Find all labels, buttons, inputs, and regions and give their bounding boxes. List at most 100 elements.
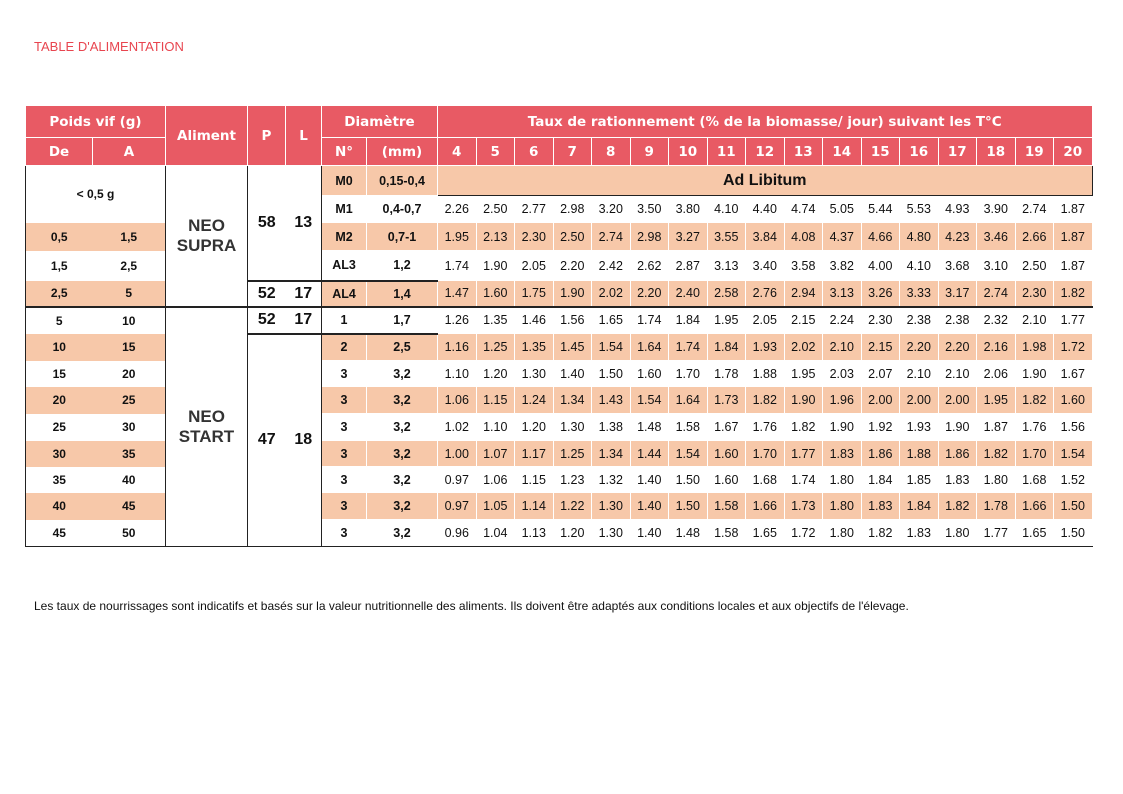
- rate-value: 3.90: [976, 195, 1016, 223]
- rate-value: 1.17: [514, 440, 554, 467]
- header-temp: 17: [937, 137, 977, 166]
- rate-value: 1.58: [706, 519, 746, 547]
- rate-value: 1.95: [706, 305, 746, 334]
- rate-value: 3.50: [629, 195, 669, 223]
- rate-value: 1.20: [475, 360, 515, 387]
- rate-value: 1.20: [552, 519, 592, 547]
- rate-value: 1.77: [783, 440, 823, 467]
- rate-value: 1.46: [514, 305, 554, 334]
- rate-value: 1.30: [591, 492, 631, 520]
- rate-value: 1.47: [437, 280, 477, 307]
- diameter-mm: 0,7-1: [366, 222, 438, 251]
- rate-value: 2.74: [976, 280, 1016, 307]
- rate-value: 5.53: [899, 195, 939, 223]
- rate-value: 3.26: [860, 280, 900, 307]
- header-temp: 12: [745, 137, 785, 166]
- pellet-l: 18: [285, 332, 322, 547]
- header-diametre: Diamètre: [321, 105, 438, 138]
- rate-value: 1.60: [706, 466, 746, 493]
- diameter-mm: 0,15-0,4: [366, 165, 438, 196]
- rate-value: 1.04: [475, 519, 515, 547]
- rate-value: 2.20: [552, 250, 592, 281]
- weight-to: 35: [92, 440, 166, 467]
- rate-value: 1.87: [1053, 195, 1093, 223]
- rate-value: 3.20: [591, 195, 631, 223]
- diameter-no: 3: [321, 413, 367, 441]
- header-a: A: [92, 137, 166, 166]
- rate-value: 1.64: [668, 386, 708, 414]
- rate-value: 1.70: [745, 440, 785, 467]
- table-row: 15 20 3 3,2 1.10 1.20 1.30 1.40 1.50 1.60 1.70 1.78…: [25, 360, 1093, 387]
- rate-value: 1.93: [745, 333, 785, 361]
- rate-value: 1.24: [514, 386, 554, 414]
- rate-value: 1.74: [783, 466, 823, 493]
- rate-value: 2.20: [629, 280, 669, 307]
- rate-value: 1.05: [475, 492, 515, 520]
- rate-value: 4.37: [822, 222, 862, 251]
- rate-value: 2.00: [860, 386, 900, 414]
- rate-value: 1.93: [899, 413, 939, 441]
- rate-value: 1.84: [668, 305, 708, 334]
- rate-value: 2.00: [937, 386, 977, 414]
- page-title: TABLE D'ALIMENTATION: [34, 39, 184, 54]
- diameter-no: M2: [321, 222, 367, 251]
- pellet-p: 52: [247, 279, 286, 307]
- rate-value: 2.94: [783, 280, 823, 307]
- rate-value: 1.77: [1053, 305, 1093, 334]
- header-aliment: Aliment: [165, 105, 248, 166]
- rate-value: 1.10: [437, 360, 477, 387]
- rate-value: 1.40: [552, 360, 592, 387]
- rate-value: 1.52: [1053, 466, 1093, 493]
- rate-value: 1.50: [1053, 519, 1093, 547]
- rate-value: 1.30: [552, 413, 592, 441]
- diameter-mm: 1,7: [366, 305, 438, 334]
- rate-value: 2.30: [1014, 280, 1054, 307]
- header-taux: Taux de rationnement (% de la biomasse/ …: [437, 105, 1093, 138]
- rate-value: 3.80: [668, 195, 708, 223]
- ad-libitum: Ad Libitum: [437, 165, 1093, 196]
- rate-value: 1.96: [822, 386, 862, 414]
- rate-value: 1.20: [514, 413, 554, 441]
- rate-value: 2.66: [1014, 222, 1054, 251]
- rate-value: 1.60: [1053, 386, 1093, 414]
- rate-value: 2.10: [899, 360, 939, 387]
- rate-value: 0.96: [437, 519, 477, 547]
- header-no: N°: [321, 137, 367, 166]
- diameter-no: M0: [321, 165, 367, 196]
- rate-value: 2.50: [552, 222, 592, 251]
- rate-value: 2.98: [629, 222, 669, 251]
- diameter-mm: 2,5: [366, 332, 438, 361]
- header-poids-vif: Poids vif (g): [25, 105, 166, 138]
- rate-value: 1.84: [860, 466, 900, 493]
- rate-value: 2.40: [668, 280, 708, 307]
- rate-value: 1.66: [745, 492, 785, 520]
- rate-value: 3.13: [822, 280, 862, 307]
- rate-value: 5.44: [860, 195, 900, 223]
- rate-value: 1.50: [591, 360, 631, 387]
- rate-value: 1.66: [1014, 492, 1054, 520]
- diameter-mm: 3,2: [366, 466, 438, 493]
- weight-from: 15: [25, 360, 93, 387]
- rate-value: 1.38: [591, 413, 631, 441]
- weight-range: < 0,5 g: [25, 165, 166, 223]
- diameter-no: M1: [321, 195, 367, 223]
- rate-value: 1.84: [899, 492, 939, 520]
- diameter-mm: 3,2: [366, 386, 438, 414]
- rate-value: 1.34: [552, 386, 592, 414]
- header-temp: 20: [1053, 137, 1093, 166]
- diameter-no: AL4: [321, 279, 367, 307]
- rate-value: 1.56: [1053, 413, 1093, 441]
- rate-value: 1.72: [1053, 333, 1093, 361]
- diameter-no: AL3: [321, 250, 367, 281]
- rate-value: 1.54: [1053, 440, 1093, 467]
- rate-value: 1.15: [514, 466, 554, 493]
- rate-value: 4.40: [745, 195, 785, 223]
- rate-value: 1.26: [437, 305, 477, 334]
- rate-value: 1.90: [822, 413, 862, 441]
- rate-value: 1.15: [475, 386, 515, 414]
- rate-value: 4.93: [937, 195, 977, 223]
- rate-value: 4.23: [937, 222, 977, 251]
- diameter-mm: 3,2: [366, 492, 438, 520]
- rate-value: 3.13: [706, 250, 746, 281]
- rate-value: 2.10: [822, 333, 862, 361]
